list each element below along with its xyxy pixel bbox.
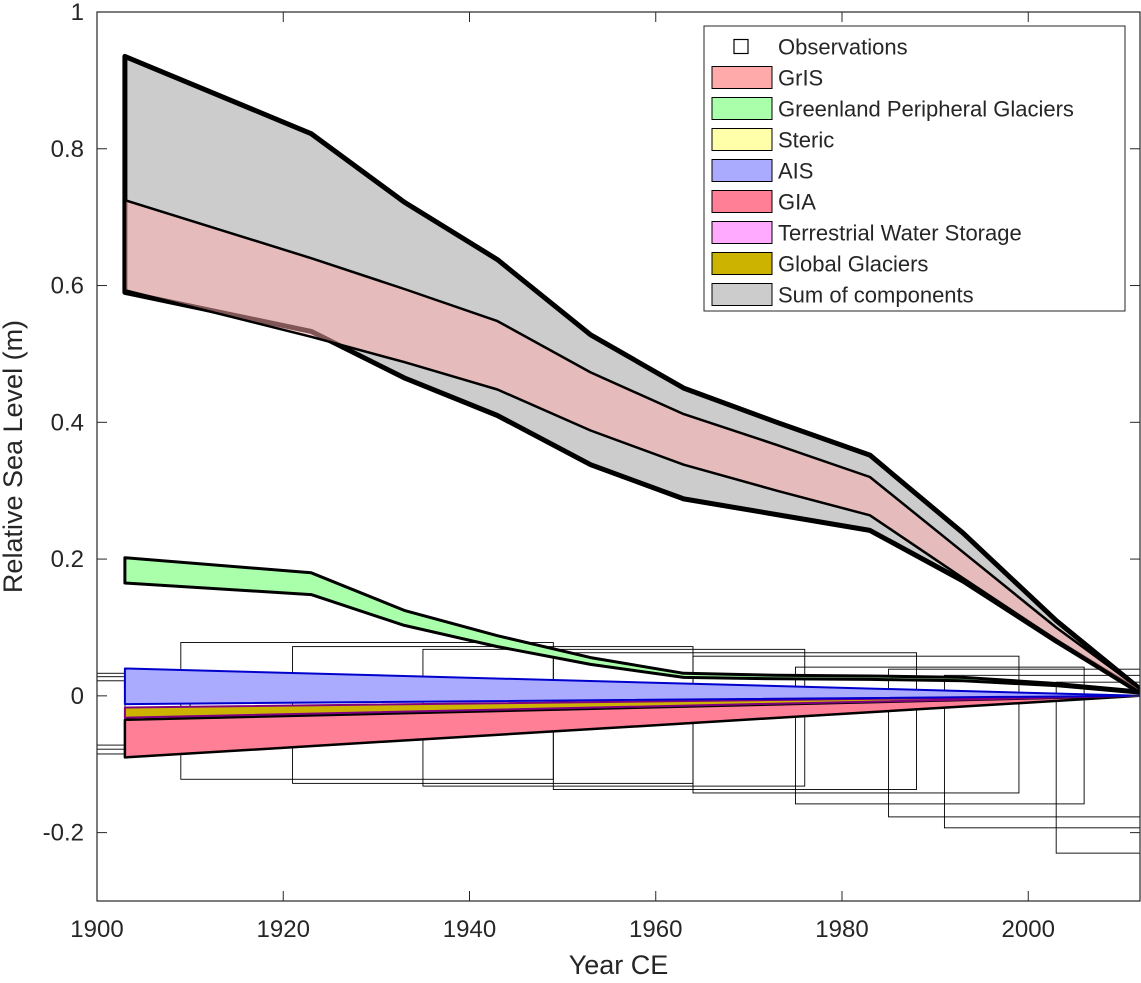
legend-item-gg: Global Glaciers: [711, 252, 928, 277]
legend-swatch: [711, 283, 773, 306]
plot-content: [97, 53, 1140, 854]
legend-item-obs: Observations: [733, 35, 908, 60]
legend-item-steric: Steric: [711, 128, 834, 153]
legend-label: AIS: [778, 159, 813, 184]
band-global-glaciers: [123, 694, 1140, 719]
observation-box: [943, 674, 1140, 829]
legend-label: Global Glaciers: [778, 252, 928, 277]
legend-item-tws: Terrestrial Water Storage: [711, 221, 1022, 246]
legend-swatch: [711, 159, 773, 182]
legend-label: Terrestrial Water Storage: [778, 221, 1022, 246]
legend-box: [703, 25, 1126, 312]
legend-swatch: [711, 190, 773, 213]
x-tick-label: 1960: [629, 916, 682, 943]
axes-box: [96, 11, 1141, 902]
y-tick-label: 0.6: [51, 273, 84, 300]
y-tick-label: -0.2: [43, 820, 84, 847]
legend-swatch: [711, 221, 773, 244]
legend-swatch: [711, 66, 773, 89]
y-tick-label: 0: [71, 683, 84, 710]
y-axis-title: Relative Sea Level (m): [0, 320, 28, 593]
legend-swatch: [711, 97, 773, 120]
legend-label: Steric: [778, 128, 834, 153]
legend-label: Sum of components: [778, 283, 974, 308]
legend-item-sum: Sum of components: [711, 283, 974, 308]
band-ais: [123, 667, 1140, 706]
legend-label: Observations: [778, 35, 908, 60]
band-gia: [123, 694, 1140, 759]
band-sum-of-components: [122, 53, 1140, 695]
legend-item-gia: GIA: [711, 190, 816, 215]
legend-item-ais: AIS: [711, 159, 813, 184]
observation-box: [888, 668, 1140, 818]
y-tick-label: 1: [71, 0, 84, 26]
observation-box: [692, 655, 1020, 794]
plot-area: [97, 53, 1140, 854]
band-gris: [123, 198, 1140, 694]
legend-item-gris: GrIS: [711, 66, 823, 91]
observation-box: [794, 666, 1085, 805]
legend-swatch: [711, 128, 773, 151]
x-tick-label: 1900: [70, 916, 123, 943]
x-tick-label: 1980: [815, 916, 868, 943]
x-tick-label: 1940: [443, 916, 496, 943]
observation-box: [1055, 681, 1140, 854]
legend-item-gpg: Greenland Peripheral Glaciers: [711, 97, 1074, 122]
x-tick-label: 2000: [1002, 916, 1055, 943]
y-tick-label: 0.8: [51, 136, 84, 163]
legend-marker: [733, 38, 749, 55]
legend-swatch: [711, 252, 773, 275]
x-axis-title: Year CE: [569, 950, 669, 978]
y-tick-label: 0.2: [51, 546, 84, 573]
y-tick-label: 0.4: [51, 409, 84, 436]
legend-label: Greenland Peripheral Glaciers: [778, 97, 1074, 122]
legend: Observations GrIS Greenland Peripheral Gla…: [703, 25, 1126, 312]
band-greenland-peripheral-glaciers: [123, 556, 1140, 695]
legend-label: GrIS: [778, 66, 823, 91]
legend-label: GIA: [778, 190, 816, 215]
observation-box: [97, 672, 126, 755]
x-tick-label: 1920: [257, 916, 310, 943]
